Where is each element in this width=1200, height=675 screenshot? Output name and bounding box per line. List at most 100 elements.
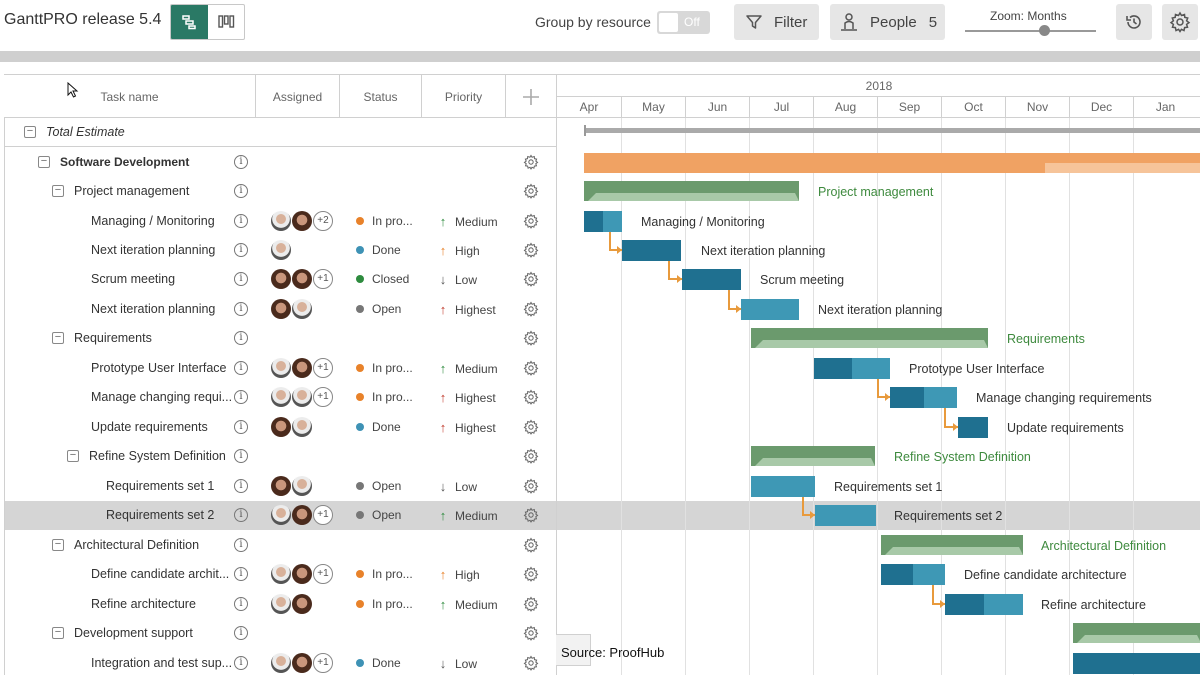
status-cell[interactable]: Done [356, 236, 401, 265]
task-name[interactable]: Refine architecture [91, 597, 196, 611]
row-settings-gear-icon[interactable] [523, 183, 539, 199]
priority-cell[interactable]: ↑ Medium [437, 501, 498, 530]
collapse-panel-handle[interactable] [556, 634, 591, 666]
gantt-view-button[interactable] [171, 5, 208, 39]
status-cell[interactable]: Open [356, 472, 401, 501]
task-name[interactable]: Scrum meeting [91, 272, 176, 286]
info-icon[interactable]: i [234, 449, 248, 463]
group-row[interactable]: − Software Development i [5, 148, 557, 177]
info-icon[interactable]: i [234, 331, 248, 345]
info-icon[interactable]: i [234, 538, 248, 552]
zoom-slider-track[interactable] [965, 30, 1096, 32]
priority-cell[interactable]: ↓ Low [437, 265, 477, 294]
status-cell[interactable]: Done [356, 649, 401, 675]
row-settings-gear-icon[interactable] [523, 301, 539, 317]
column-header-status[interactable]: Status [340, 75, 422, 118]
assignee-avatars[interactable]: +1 [271, 564, 333, 585]
row-settings-gear-icon[interactable] [523, 625, 539, 641]
task-name[interactable]: Manage changing requi... [91, 390, 233, 404]
collapse-toggle-icon[interactable]: − [38, 156, 50, 168]
row-settings-gear-icon[interactable] [523, 655, 539, 671]
table-row[interactable]: Integration and test sup... i +1 Done ↓ Low [5, 649, 557, 675]
info-icon[interactable]: i [234, 420, 248, 434]
task-name[interactable]: Next iteration planning [91, 243, 216, 257]
row-settings-gear-icon[interactable] [523, 213, 539, 229]
collapse-toggle-icon[interactable]: − [52, 539, 64, 551]
people-button[interactable]: People 5 [830, 4, 945, 40]
task-name[interactable]: Requirements set 1 [106, 479, 215, 493]
priority-cell[interactable]: ↑ High [437, 560, 480, 589]
row-settings-gear-icon[interactable] [523, 330, 539, 346]
assignee-avatars[interactable]: +2 [271, 211, 333, 232]
row-settings-gear-icon[interactable] [523, 389, 539, 405]
info-icon[interactable]: i [234, 597, 248, 611]
table-row[interactable]: Refine architecture i In pro... ↑ Medium [5, 590, 557, 619]
info-icon[interactable]: i [234, 214, 248, 228]
task-name[interactable]: Requirements [74, 331, 152, 345]
priority-cell[interactable]: ↓ Low [437, 472, 477, 501]
table-row[interactable]: Requirements set 2 i +1 Open ↑ Medium [5, 501, 557, 530]
task-name[interactable]: Total Estimate [46, 125, 125, 139]
table-row[interactable]: Manage changing requi... i +1 In pro... ↑ Hig… [5, 383, 557, 412]
row-settings-gear-icon[interactable] [523, 448, 539, 464]
assignee-avatars[interactable]: +1 [271, 358, 333, 379]
filter-button[interactable]: Filter [734, 4, 819, 40]
group-by-resource-toggle[interactable]: Off [657, 11, 710, 34]
status-cell[interactable]: Done [356, 413, 401, 442]
assignee-avatars[interactable]: +1 [271, 387, 333, 408]
group-row[interactable]: − Total Estimate [5, 118, 557, 147]
assignee-avatars[interactable]: +1 [271, 505, 333, 526]
table-row[interactable]: Define candidate archit... i +1 In pro... ↑ H… [5, 560, 557, 589]
row-settings-gear-icon[interactable] [523, 271, 539, 287]
group-row[interactable]: − Architectural Definition i [5, 531, 557, 560]
collapse-toggle-icon[interactable]: − [52, 332, 64, 344]
status-cell[interactable]: Open [356, 295, 401, 324]
assignee-avatars[interactable] [271, 417, 312, 438]
assignee-avatars[interactable]: +1 [271, 653, 333, 674]
task-name[interactable]: Define candidate archit... [91, 567, 230, 581]
group-row[interactable]: − Refine System Definition i [5, 442, 557, 471]
priority-cell[interactable]: ↑ High [437, 236, 480, 265]
assignee-avatars[interactable] [271, 240, 291, 261]
status-cell[interactable]: In pro... [356, 560, 413, 589]
task-name[interactable]: Prototype User Interface [91, 361, 227, 375]
info-icon[interactable]: i [234, 243, 248, 257]
info-icon[interactable]: i [234, 361, 248, 375]
task-name[interactable]: Integration and test sup... [91, 656, 233, 670]
table-row[interactable]: Update requirements i Done ↑ Highest [5, 413, 557, 442]
board-view-button[interactable] [208, 5, 245, 39]
row-settings-gear-icon[interactable] [523, 507, 539, 523]
task-name[interactable]: Project management [74, 184, 190, 198]
info-icon[interactable]: i [234, 656, 248, 670]
priority-cell[interactable]: ↑ Medium [437, 354, 498, 383]
priority-cell[interactable]: ↑ Highest [437, 295, 496, 324]
add-column-button[interactable] [506, 75, 556, 118]
info-icon[interactable]: i [234, 302, 248, 316]
info-icon[interactable]: i [234, 508, 248, 522]
collapse-toggle-icon[interactable]: − [24, 126, 36, 138]
task-name[interactable]: Development support [74, 626, 193, 640]
status-cell[interactable]: In pro... [356, 383, 413, 412]
assignee-avatars[interactable] [271, 299, 312, 320]
row-settings-gear-icon[interactable] [523, 478, 539, 494]
priority-cell[interactable]: ↑ Medium [437, 207, 498, 236]
zoom-slider-handle[interactable] [1039, 25, 1050, 36]
info-icon[interactable]: i [234, 155, 248, 169]
collapse-toggle-icon[interactable]: − [52, 627, 64, 639]
column-header-assigned[interactable]: Assigned [256, 75, 340, 118]
task-name[interactable]: Managing / Monitoring [91, 214, 215, 228]
group-row[interactable]: − Development support i [5, 619, 557, 648]
status-cell[interactable]: In pro... [356, 590, 413, 619]
status-cell[interactable]: Open [356, 501, 401, 530]
info-icon[interactable]: i [234, 626, 248, 640]
row-settings-gear-icon[interactable] [523, 360, 539, 376]
row-settings-gear-icon[interactable] [523, 419, 539, 435]
status-cell[interactable]: In pro... [356, 207, 413, 236]
assignee-avatars[interactable] [271, 476, 312, 497]
task-name[interactable]: Refine System Definition [89, 449, 226, 463]
info-icon[interactable]: i [234, 184, 248, 198]
column-header-priority[interactable]: Priority [422, 75, 506, 118]
status-cell[interactable]: In pro... [356, 354, 413, 383]
table-row[interactable]: Requirements set 1 i Open ↓ Low [5, 472, 557, 501]
settings-button[interactable] [1162, 4, 1198, 40]
